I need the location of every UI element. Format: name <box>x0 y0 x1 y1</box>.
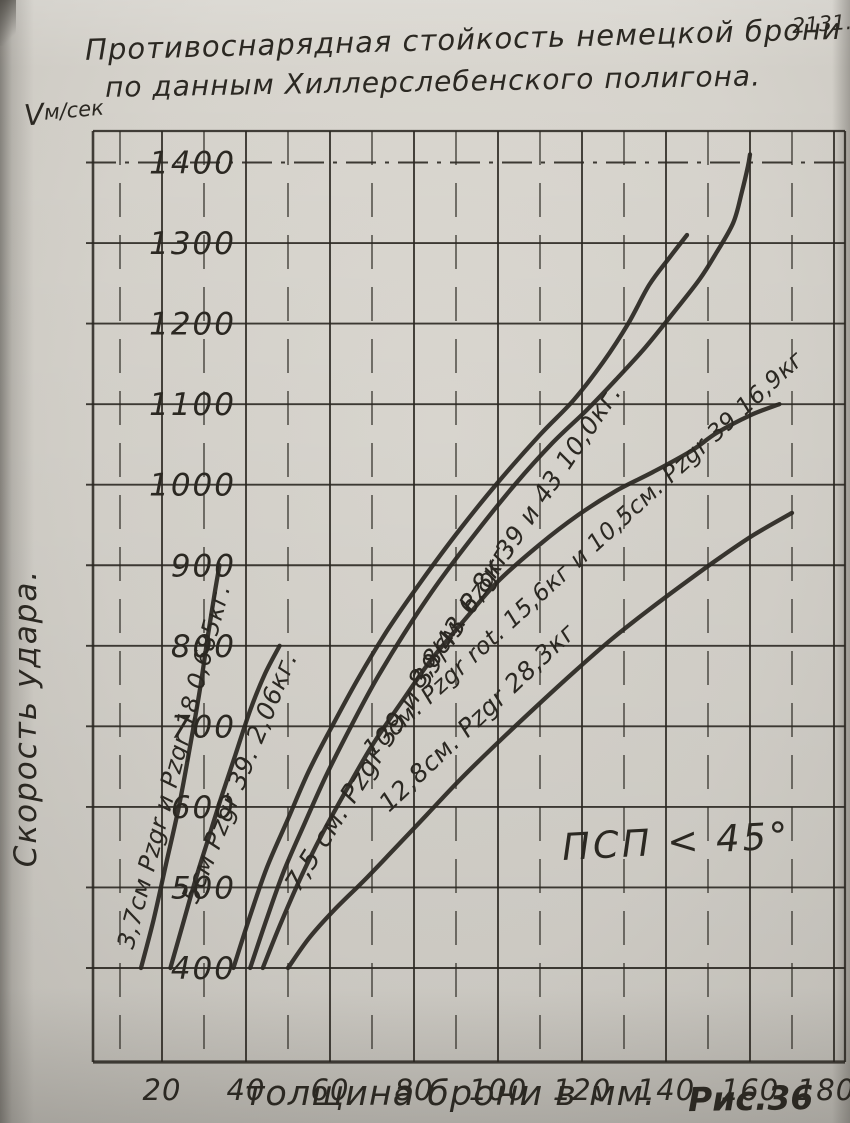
figure-label: Рис.36 <box>687 1077 814 1120</box>
y-axis-title: Скорость удара. <box>8 568 44 868</box>
curve-series-5 <box>285 510 795 971</box>
y-axis-unit-v: V <box>22 96 46 133</box>
curve-series-2 <box>231 232 690 971</box>
photo-corner-shadow <box>0 0 16 46</box>
curve-series-4 <box>260 401 782 971</box>
page-number: 2131. <box>791 9 850 39</box>
x-tick-label: 180 <box>797 1073 850 1107</box>
y-tick-label: 500 <box>171 870 236 906</box>
y-tick-label: 1100 <box>149 387 236 423</box>
y-tick-label: 1000 <box>149 468 236 504</box>
x-tick-label: 160 <box>721 1073 779 1107</box>
x-tick-label: 140 <box>637 1073 695 1107</box>
y-axis-unit-frac: м/сек <box>42 95 105 125</box>
x-tick-label: 60 <box>311 1073 350 1107</box>
y-tick-label: 900 <box>171 548 236 584</box>
x-tick-label: 80 <box>395 1073 434 1107</box>
x-tick-label: 20 <box>143 1073 182 1107</box>
y-tick-label: 1400 <box>149 146 236 182</box>
y-tick-label: 1200 <box>149 307 236 343</box>
curve-series-1 <box>168 643 282 971</box>
x-tick-label: 100 <box>469 1073 527 1107</box>
y-tick-label: 400 <box>171 951 236 987</box>
y-tick-label: 800 <box>171 629 236 665</box>
y-axis-unit: Vм/сек <box>23 92 106 133</box>
y-tick-label: 1300 <box>149 226 236 262</box>
curve-series-0 <box>138 563 222 971</box>
x-tick-label: 120 <box>553 1073 611 1107</box>
y-tick-label: 700 <box>171 709 236 745</box>
curve-series-3 <box>248 152 753 971</box>
x-axis-title: толщина брони в мм. <box>244 1074 656 1114</box>
y-tick-label: 600 <box>171 790 236 826</box>
x-tick-label: 40 <box>227 1073 266 1107</box>
